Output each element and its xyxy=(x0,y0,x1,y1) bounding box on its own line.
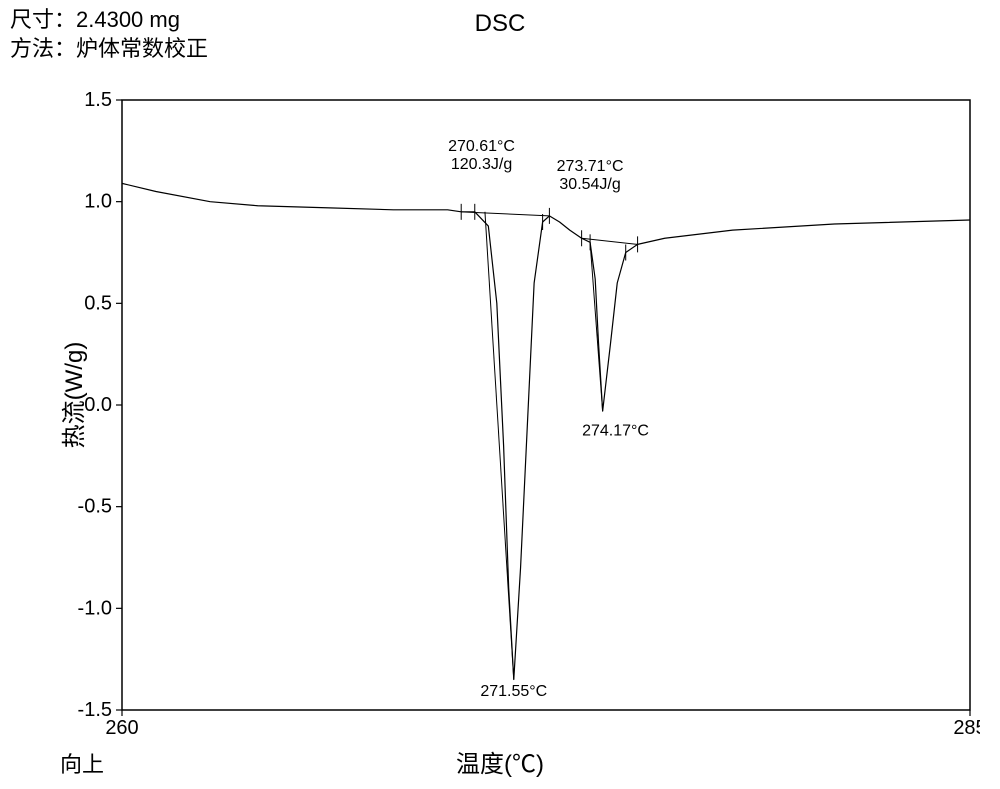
x-axis-label: 温度(℃) xyxy=(0,744,1000,779)
header-block: 尺寸：2.4300 mg 方法：炉体常数校正 xyxy=(10,6,208,63)
sample-size: 尺寸：2.4300 mg xyxy=(10,6,208,35)
method-line: 方法：炉体常数校正 xyxy=(10,35,208,64)
svg-text:274.17°C: 274.17°C xyxy=(582,423,649,440)
svg-text:0.0: 0.0 xyxy=(84,394,112,416)
svg-text:-1.0: -1.0 xyxy=(78,597,112,619)
exo-direction-label: 向上 xyxy=(60,747,104,779)
chart-area: -1.5-1.0-0.50.00.51.01.5260285270.61°C12… xyxy=(60,80,980,740)
svg-text:1.5: 1.5 xyxy=(84,89,112,111)
svg-text:271.55°C: 271.55°C xyxy=(480,683,547,700)
svg-text:285: 285 xyxy=(953,717,980,739)
svg-text:270.61°C: 270.61°C xyxy=(448,138,515,155)
svg-text:0.5: 0.5 xyxy=(84,292,112,314)
svg-text:260: 260 xyxy=(105,717,138,739)
dsc-plot: -1.5-1.0-0.50.00.51.01.5260285270.61°C12… xyxy=(60,80,980,740)
svg-text:120.3J/g: 120.3J/g xyxy=(451,156,512,173)
svg-text:273.71°C: 273.71°C xyxy=(557,158,624,175)
svg-text:-0.5: -0.5 xyxy=(78,496,112,518)
svg-text:1.0: 1.0 xyxy=(84,191,112,213)
svg-text:30.54J/g: 30.54J/g xyxy=(559,176,620,193)
